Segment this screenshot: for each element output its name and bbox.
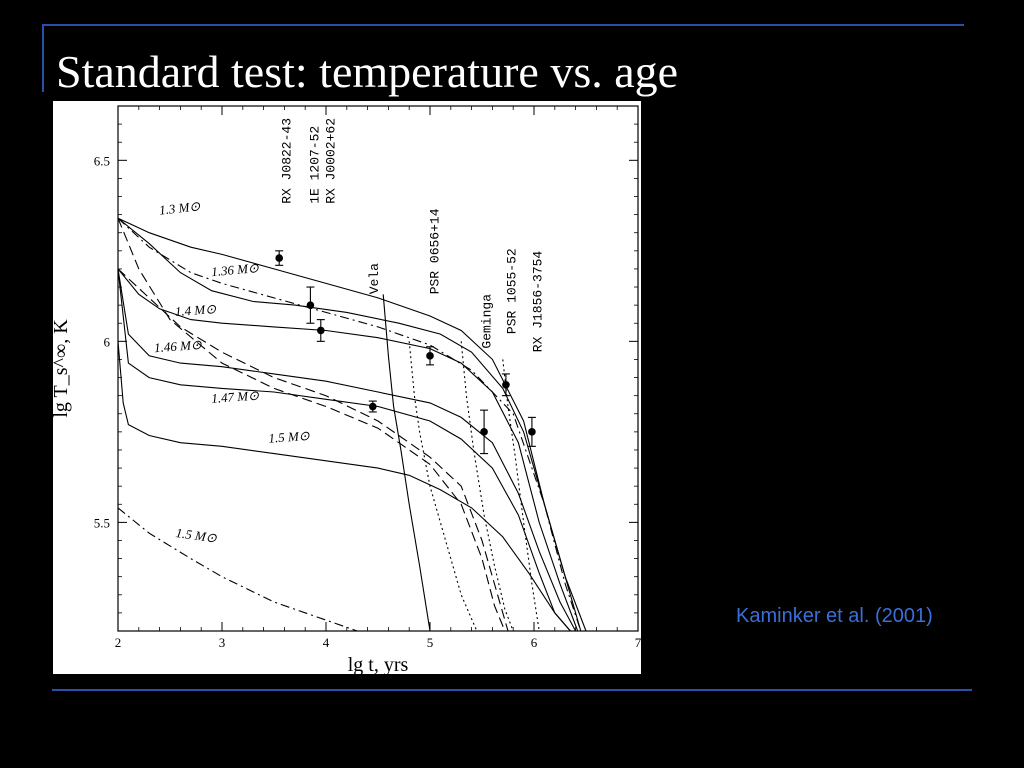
cooling-curve-13: [502, 359, 540, 632]
data-point: [426, 352, 434, 360]
mass-label: 1.36 M⊙: [211, 260, 260, 279]
cooling-curve-12: [460, 341, 514, 632]
mass-label: 1.47 M⊙: [211, 388, 260, 406]
x-tick-label: 6: [531, 635, 538, 650]
mass-label: 1.46 M⊙: [154, 337, 203, 355]
data-point: [480, 428, 488, 436]
slide-title: Standard test: temperature vs. age: [56, 46, 679, 97]
chart-svg: 2 3 4 5 6 7 5.5 6 6.5 lg t, yrs lg T_s^∞, K RX J08…: [53, 105, 641, 674]
x-tick-label: 7: [635, 635, 641, 650]
data-point: [502, 380, 510, 389]
mass-label: 1.5 M⊙: [268, 428, 310, 446]
data-point: [306, 301, 315, 309]
cooling-curve-8: [117, 268, 509, 632]
cooling-curve-9: [117, 217, 506, 632]
cooling-curve-5: [117, 341, 571, 632]
data-point: [369, 402, 377, 411]
title-rule-top: [42, 24, 964, 26]
figure-credit: Kaminker et al. (2001): [736, 605, 933, 627]
cooling-curve-2: [117, 268, 579, 632]
cooling-curve-3: [117, 268, 577, 632]
cooling-curve-7: [117, 217, 582, 632]
source-label: RX J1856-3754: [530, 251, 545, 353]
x-tick-label: 5: [427, 635, 434, 650]
data-point: [528, 428, 536, 436]
y-tick-label: 5.5: [94, 515, 110, 530]
cooling-curve-1: [117, 217, 582, 632]
x-axis-label: lg t, yrs: [348, 654, 409, 674]
source-label: Geminga: [479, 294, 494, 349]
plot-frame: [117, 105, 639, 632]
cooling-curve-10: [382, 294, 431, 632]
mass-label: 1.3 M⊙: [158, 198, 201, 217]
chart-figure: 2 3 4 5 6 7 5.5 6 6.5 lg t, yrs lg T_s^∞, K RX J08…: [53, 101, 641, 674]
data-point: [317, 326, 325, 335]
source-label: RX J0822-43: [280, 118, 295, 204]
cooling-curve-6: [117, 507, 358, 632]
y-tick-label: 6.5: [94, 153, 110, 168]
x-tick-label: 4: [323, 635, 330, 650]
data-point: [275, 254, 283, 262]
bottom-rule: [52, 689, 972, 691]
source-label: RX J0002+62: [323, 118, 338, 204]
source-label: Vela: [367, 263, 382, 294]
source-label: 1E 1207-52: [308, 126, 323, 204]
mass-label: 1.5 M⊙: [175, 525, 218, 546]
source-label: PSR 1055-52: [504, 248, 519, 334]
cooling-curve-11: [408, 341, 478, 632]
y-axis-label: lg T_s^∞, K: [53, 319, 72, 418]
cooling-curve-4: [117, 268, 571, 632]
y-tick-label: 6: [104, 334, 111, 349]
source-label: PSR 0656+14: [427, 208, 442, 294]
mass-label: 1.4 M⊙: [174, 301, 216, 319]
x-tick-label: 3: [219, 635, 226, 650]
x-tick-label: 2: [115, 635, 122, 650]
title-rule-left: [42, 26, 44, 92]
